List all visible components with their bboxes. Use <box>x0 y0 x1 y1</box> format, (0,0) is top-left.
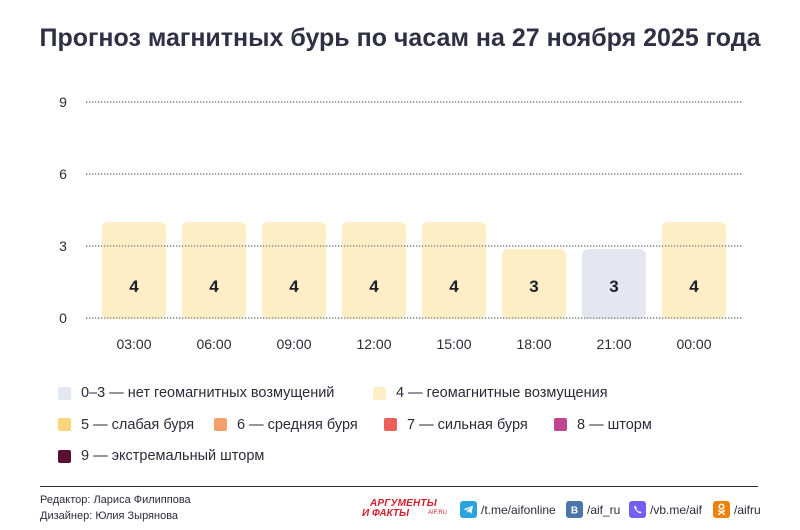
legend-label: 9 — экстремальный шторм <box>81 448 265 464</box>
legend-swatch <box>58 449 71 463</box>
legend-item: 6 — средняя буря <box>214 417 358 433</box>
legend-swatch <box>554 418 567 431</box>
bar-09:00 <box>262 222 326 319</box>
bar <box>102 222 166 319</box>
y-tick-label: 9 <box>59 94 67 110</box>
x-tick-label: 21:00 <box>596 336 631 352</box>
svg-text:B: B <box>571 505 578 516</box>
bar <box>502 249 566 319</box>
social-vk[interactable]: B /aif_ru <box>566 501 620 518</box>
bar <box>422 222 486 319</box>
legend-label: 4 — геомагнитные возмущения <box>396 385 608 401</box>
bar-value-label: 4 <box>369 277 379 296</box>
x-tick-label: 03:00 <box>116 336 151 352</box>
social-odnoklassniki[interactable]: /aifru <box>713 501 761 518</box>
editor-credit: Редактор: Лариса Филиппова <box>40 494 191 506</box>
legend-item: 9 — экстремальный шторм <box>58 448 264 464</box>
magnetic-storm-bar-chart: 0 3 6 9 4 03:00 4 06:00 4 09:00 4 12:00 4 15:00 3 18:00… <box>59 94 742 352</box>
social-label: /vb.me/aif <box>650 502 703 517</box>
logo-text-top: АРГУМЕНТЫ <box>370 498 437 509</box>
bar <box>662 222 726 319</box>
legend-label: 0–3 — нет геомагнитных возмущений <box>81 385 335 401</box>
bar-18:00 <box>502 249 566 319</box>
bar-00:00 <box>662 222 726 319</box>
legend-item: 4 — геомагнитные возмущения <box>373 385 608 401</box>
legend-item: 0–3 — нет геомагнитных возмущений <box>58 385 334 401</box>
bar-12:00 <box>342 222 406 319</box>
x-tick-label: 06:00 <box>196 336 231 352</box>
legend-swatch <box>58 386 71 400</box>
bar-06:00 <box>182 222 246 319</box>
legend-swatch <box>373 386 386 400</box>
vk-icon: B <box>566 501 583 518</box>
legend-swatch <box>58 418 71 431</box>
bar-value-label: 3 <box>609 277 618 296</box>
y-tick-label: 3 <box>59 238 67 254</box>
social-label: /aifru <box>734 502 761 517</box>
social-label: /t.me/aifonline <box>481 502 556 517</box>
logo-domain: AIF.RU <box>428 510 448 516</box>
y-tick-label: 6 <box>59 166 67 182</box>
bar <box>582 249 646 319</box>
legend-row: 9 — экстремальный шторм <box>58 446 778 466</box>
viber-icon <box>629 501 646 518</box>
odnoklassniki-icon <box>713 501 730 518</box>
legend-row: 0–3 — нет геомагнитных возмущений 4 — гео… <box>58 383 778 403</box>
bar-03:00 <box>102 222 166 319</box>
legend-label: 8 — шторм <box>577 416 652 433</box>
social-telegram[interactable]: /t.me/aifonline <box>460 501 556 518</box>
x-tick-label: 09:00 <box>276 336 311 352</box>
logo-text-bottom: И ФАКТЫ <box>362 508 409 519</box>
aif-logo[interactable]: АРГУМЕНТЫ И ФАКТЫ AIF.RU <box>362 498 448 520</box>
credits: Редактор: Лариса Филиппова Дизайнер: Юли… <box>40 493 191 524</box>
bar <box>342 222 406 319</box>
telegram-icon <box>460 501 477 518</box>
bar-value-label: 3 <box>529 277 538 296</box>
legend-swatch <box>214 418 227 431</box>
x-tick-label: 12:00 <box>356 336 391 352</box>
y-tick-label: 0 <box>59 310 67 326</box>
bar-value-label: 4 <box>129 277 139 296</box>
legend: 0–3 — нет геомагнитных возмущений 4 — гео… <box>58 383 778 478</box>
chart-title: Прогноз магнитных бурь по часам на 27 но… <box>39 24 761 52</box>
x-tick-label: 00:00 <box>676 336 711 352</box>
x-tick-label: 15:00 <box>436 336 471 352</box>
bar <box>182 222 246 319</box>
footer-divider <box>40 486 758 487</box>
social-viber[interactable]: /vb.me/aif <box>629 501 702 518</box>
bar <box>262 222 326 319</box>
bar-value-label: 4 <box>689 277 699 296</box>
bar-value-label: 4 <box>209 277 219 296</box>
bar-value-label: 4 <box>289 277 299 296</box>
legend-item: 8 — шторм <box>554 417 652 433</box>
x-tick-label: 18:00 <box>516 336 551 352</box>
legend-label: 5 — слабая буря <box>81 416 195 433</box>
social-label: /aif_ru <box>587 502 621 517</box>
bar-21:00 <box>582 249 646 319</box>
legend-item: 5 — слабая буря <box>58 417 194 433</box>
bar-value-label: 4 <box>449 277 459 296</box>
legend-label: 7 — сильная буря <box>407 416 528 433</box>
legend-label: 6 — средняя буря <box>237 416 358 433</box>
legend-swatch <box>384 418 397 431</box>
bar-15:00 <box>422 222 486 319</box>
legend-item: 7 — сильная буря <box>384 417 528 433</box>
legend-row: 5 — слабая буря 6 — средняя буря 7 — сильн… <box>58 415 778 435</box>
designer-credit: Дизайнер: Юлия Зырянова <box>40 509 179 522</box>
